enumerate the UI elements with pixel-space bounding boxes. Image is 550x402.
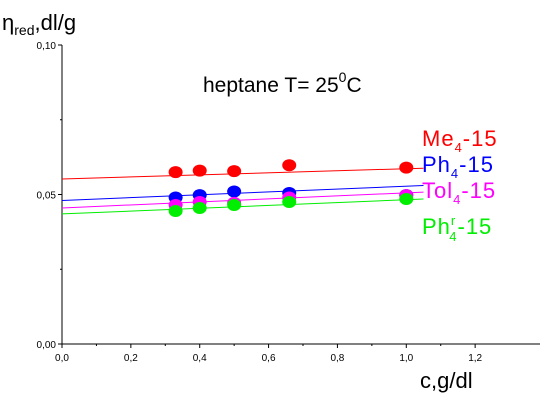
x-tick-label: 0,6 xyxy=(262,353,276,364)
fit-line xyxy=(61,191,424,209)
y-axis-label: ηred,dl/g xyxy=(2,10,76,38)
legend-suffix: -15 xyxy=(461,178,496,203)
y-axis-label-main: η xyxy=(2,10,14,35)
x-tick-label: 0,2 xyxy=(124,353,138,364)
data-point xyxy=(168,166,183,179)
data-point xyxy=(168,204,183,217)
data-point xyxy=(227,185,242,198)
y-axis-label-units: ,dl/g xyxy=(34,10,76,35)
data-point xyxy=(399,161,414,174)
legend-sub: 4 xyxy=(451,166,459,181)
data-point xyxy=(192,201,207,214)
legend-entry: Phr 4-15 xyxy=(422,213,492,244)
annotation-post: C xyxy=(346,74,361,97)
legend-suffix: -15 xyxy=(459,152,494,177)
y-tick-label: 0,10 xyxy=(37,41,57,52)
x-tick-label: 1,2 xyxy=(468,353,482,364)
x-tick-label: 0,8 xyxy=(330,353,344,364)
y-axis-label-sub: red xyxy=(14,22,34,38)
legend-entry: Me4-15 xyxy=(422,126,498,155)
annotation-sup: 0 xyxy=(339,69,347,85)
y-tick-label: 0,00 xyxy=(37,340,57,351)
y-tick-label: 0,05 xyxy=(37,191,57,202)
legend-entry: Ph4-15 xyxy=(422,152,494,181)
x-tick-label: 0,4 xyxy=(193,353,207,364)
legend-sub: 4 xyxy=(449,229,457,244)
legend-entry: Tol4-15 xyxy=(422,178,496,207)
fit-line xyxy=(61,167,424,180)
data-point xyxy=(282,195,297,208)
legend-suffix: -15 xyxy=(463,126,498,151)
legend-base: Me xyxy=(422,126,455,151)
data-point xyxy=(192,164,207,177)
legend-sup: r xyxy=(451,213,456,228)
annotation-pre: heptane T= 25 xyxy=(203,74,339,97)
fit-line-group xyxy=(61,167,424,215)
legend-sub: 4 xyxy=(453,192,461,207)
x-tick-label: 1,0 xyxy=(399,353,413,364)
data-point xyxy=(227,198,242,211)
legend-suffix: -15 xyxy=(458,214,493,239)
data-point xyxy=(399,192,414,205)
legend-base: Ph xyxy=(422,152,451,177)
x-tick-label: 0,0 xyxy=(55,353,69,364)
legend-base: Tol xyxy=(422,178,453,203)
tick-group: 0,0 0,2 0,4 0,6 0,8 1,0 1,2 0,00 0,05 0,10 xyxy=(37,41,483,364)
legend-sub: 4 xyxy=(455,140,463,155)
legend-base: Ph xyxy=(422,214,451,239)
fit-line xyxy=(61,198,424,215)
fit-line xyxy=(61,185,424,201)
x-axis-label: c,g/dl xyxy=(420,368,473,393)
data-point xyxy=(282,159,297,172)
annotation-text: heptane T= 250C xyxy=(203,69,362,97)
data-point-group xyxy=(168,159,414,217)
data-point xyxy=(227,165,242,178)
